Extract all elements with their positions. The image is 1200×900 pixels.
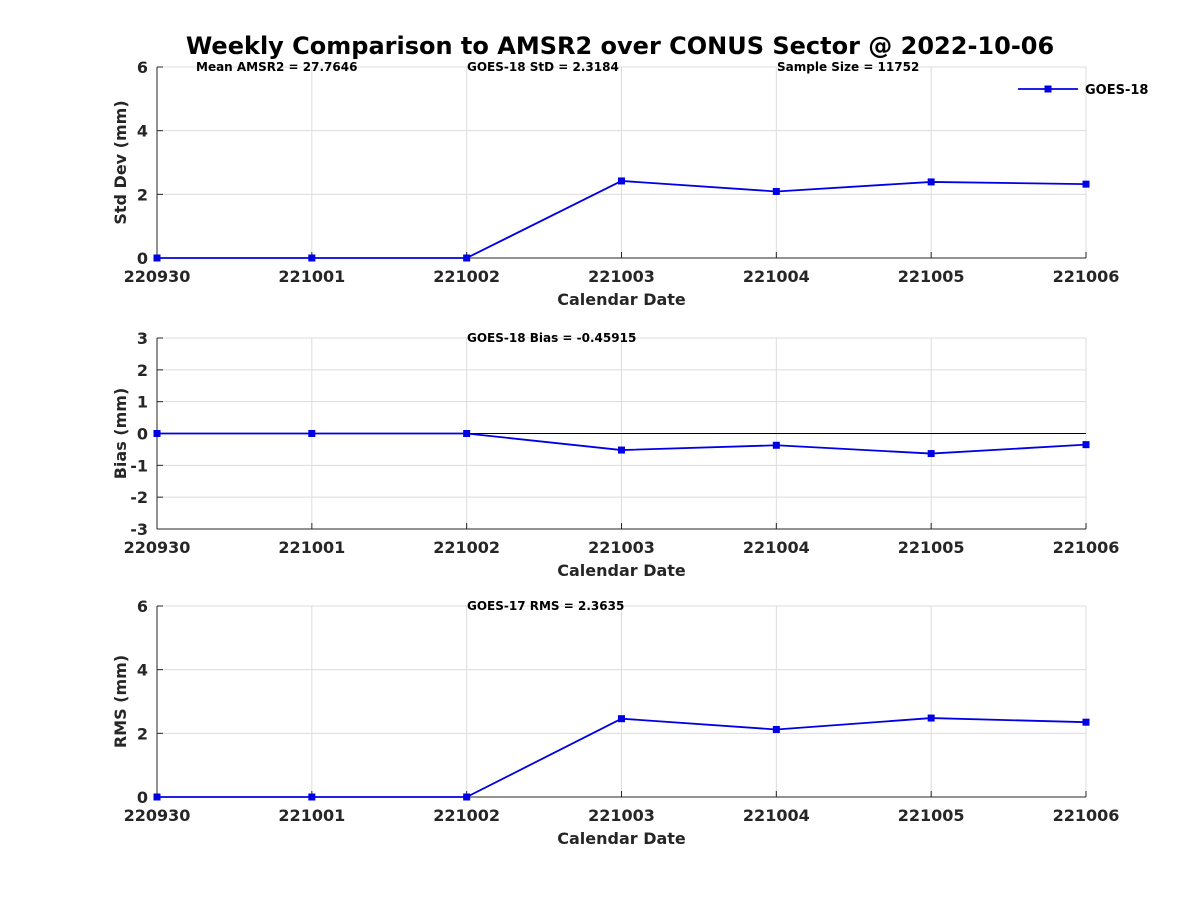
x-tick-label: 221004 xyxy=(743,806,810,825)
data-point xyxy=(1082,718,1090,726)
legend-label: GOES-18 xyxy=(1085,83,1148,98)
y-tick-label: 2 xyxy=(137,361,148,380)
x-tick-label: 221006 xyxy=(1053,267,1120,286)
x-axis-label: Calendar Date xyxy=(557,290,686,309)
x-tick-label: 221005 xyxy=(898,538,965,557)
x-tick-label: 221002 xyxy=(433,806,500,825)
data-point xyxy=(463,793,471,801)
y-axis-label: Bias (mm) xyxy=(111,388,130,480)
x-tick-label: 220930 xyxy=(124,538,191,557)
data-point xyxy=(772,441,780,449)
y-tick-label: -2 xyxy=(130,488,148,507)
x-tick-label: 221003 xyxy=(588,806,655,825)
x-tick-label: 221003 xyxy=(588,267,655,286)
y-tick-label: 4 xyxy=(137,661,148,680)
chart-title: Weekly Comparison to AMSR2 over CONUS Se… xyxy=(186,32,1054,60)
x-tick-label: 221005 xyxy=(898,806,965,825)
x-tick-label: 220930 xyxy=(124,267,191,286)
stat-annotation: Mean AMSR2 = 27.7646 xyxy=(196,60,357,74)
stat-annotation: GOES-18 StD = 2.3184 xyxy=(467,60,619,74)
x-tick-label: 221005 xyxy=(898,267,965,286)
y-tick-label: 2 xyxy=(137,724,148,743)
y-tick-label: 1 xyxy=(137,393,148,412)
x-tick-label: 221002 xyxy=(433,538,500,557)
y-tick-label: 6 xyxy=(137,58,148,77)
data-point xyxy=(618,446,625,454)
x-tick-label: 221001 xyxy=(278,806,345,825)
data-point xyxy=(772,726,780,734)
y-axis-label: RMS (mm) xyxy=(111,655,130,748)
x-tick-label: 221006 xyxy=(1053,806,1120,825)
data-point xyxy=(153,793,161,801)
x-tick-label: 220930 xyxy=(124,806,191,825)
data-point xyxy=(308,793,316,801)
data-point xyxy=(772,187,780,195)
y-tick-label: -3 xyxy=(130,520,148,539)
data-point xyxy=(308,430,316,437)
x-tick-label: 221004 xyxy=(743,267,810,286)
y-tick-label: 0 xyxy=(137,249,148,268)
data-point xyxy=(927,178,935,186)
data-point xyxy=(618,177,625,185)
panel-1: 0 2 4 6 220930 221001 221002 221003 221004 221005… xyxy=(111,58,1148,309)
y-tick-label: 3 xyxy=(137,329,148,348)
y-tick-label: 4 xyxy=(137,122,148,141)
stat-annotation: Sample Size = 11752 xyxy=(777,60,919,74)
legend-marker xyxy=(1044,85,1052,93)
stat-annotation: GOES-18 Bias = -0.45915 xyxy=(467,331,636,345)
y-tick-label: -1 xyxy=(130,456,148,475)
data-point xyxy=(463,254,471,262)
x-tick-label: 221006 xyxy=(1053,538,1120,557)
x-tick-label: 221004 xyxy=(743,538,810,557)
y-axis-label: Std Dev (mm) xyxy=(111,100,130,224)
data-point xyxy=(927,714,935,722)
panel-3: 0 2 4 6 220930 221001 221002 221003 221004 221005… xyxy=(111,597,1119,848)
y-tick-label: 2 xyxy=(137,185,148,204)
stat-annotation: GOES-17 RMS = 2.3635 xyxy=(467,599,624,613)
data-point xyxy=(463,430,471,437)
panel-2: -3 -2 -1 0 1 2 3 220930 221001 221002 221003 221004… xyxy=(111,329,1119,580)
y-tick-label: 0 xyxy=(137,788,148,807)
data-point xyxy=(153,430,161,437)
data-point xyxy=(153,254,161,262)
data-point xyxy=(618,715,625,723)
x-tick-label: 221001 xyxy=(278,538,345,557)
x-tick-label: 221001 xyxy=(278,267,345,286)
x-tick-label: 221002 xyxy=(433,267,500,286)
x-tick-label: 221003 xyxy=(588,538,655,557)
data-point xyxy=(927,450,935,458)
y-tick-label: 6 xyxy=(137,597,148,616)
x-axis-label: Calendar Date xyxy=(557,829,686,848)
x-axis-label: Calendar Date xyxy=(557,561,686,580)
data-point xyxy=(308,254,316,262)
data-point xyxy=(1082,180,1090,188)
data-point xyxy=(1082,441,1090,449)
y-tick-label: 0 xyxy=(137,425,148,444)
